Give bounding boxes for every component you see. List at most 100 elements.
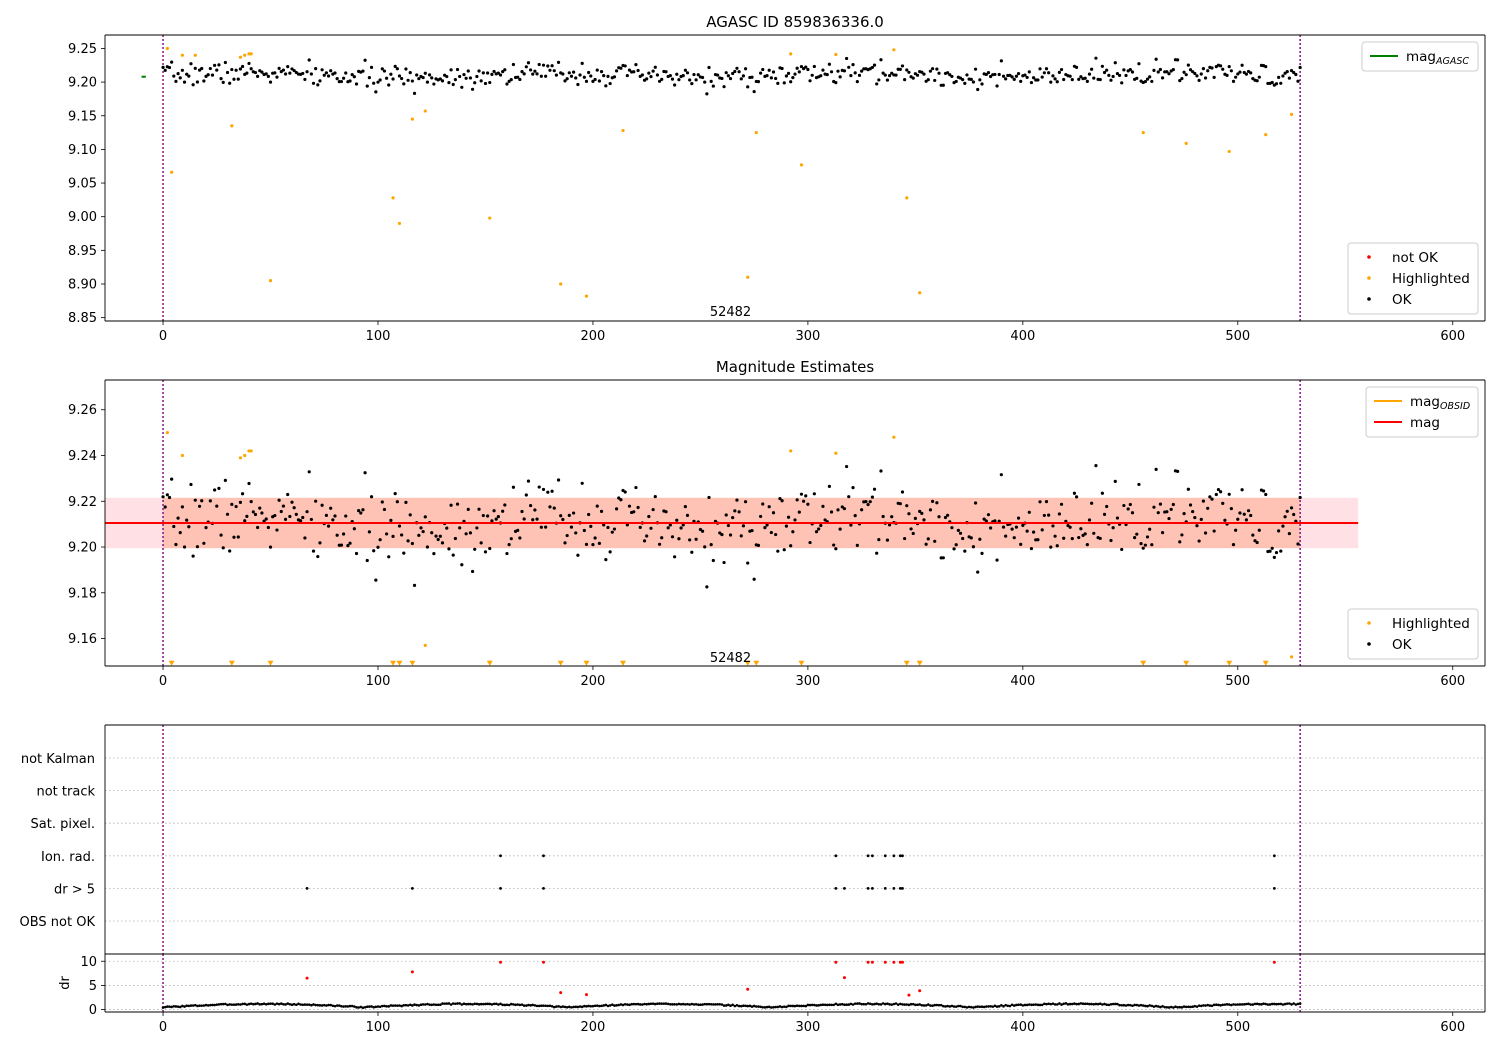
ok-point [253,70,258,75]
dr-ok-point [209,1003,212,1007]
ok-point [165,493,169,497]
ok-point [561,72,565,76]
ok-point [885,538,890,542]
dr-ok-point [290,1003,294,1006]
ok-point [1040,528,1044,532]
ok-point [1180,76,1184,81]
dr-ok-point [862,1002,866,1006]
ok-point [795,66,799,70]
dr-ok-point [1103,1002,1106,1006]
ok-point [1027,510,1031,514]
ok-point [303,536,307,540]
ok-point [645,534,649,538]
ok-point [544,74,548,78]
ok-point [679,526,683,530]
dr-ok-point [1230,1003,1233,1007]
dr-ok-point [1298,1002,1302,1005]
dr-not-ok-point [746,987,750,991]
ok-point [1053,77,1057,81]
dr-ok-point [1273,1002,1276,1006]
ok-point [903,536,907,541]
ok-point [1236,517,1240,521]
ok-point [1019,79,1023,83]
dr-ok-point [701,1003,704,1006]
dr-ok-point [1180,1006,1184,1009]
ok-point [273,71,277,75]
ok-point [812,64,816,69]
ok-point [423,71,427,75]
ok-point [1029,546,1034,551]
dr-ok-point [230,1003,234,1006]
ok-point [363,471,367,475]
ok-point [842,507,847,511]
dr-ok-point [537,1004,541,1008]
ok-point [546,490,550,494]
panel-title: Magnitude Estimates [716,358,874,376]
ok-point [801,499,806,503]
ok-point [1238,70,1242,74]
ok-point [1074,495,1079,499]
dr-ok-point [503,1003,507,1007]
dr-ok-point [393,1004,397,1007]
ok-point [881,71,885,75]
out-of-range-marker [486,660,493,666]
ok-point [554,73,559,77]
dr-ok-point [567,1005,571,1009]
dr-not-ok-point [866,960,870,964]
ok-point [1274,550,1279,555]
ok-point [617,496,621,500]
agasc-magnitude-panel: AGASC ID 859836336.0 0 100 200 300 400 500 600… [68,13,1486,344]
ok-point [870,65,874,70]
dr-ok-point [1090,1002,1093,1006]
ok-point [612,75,617,79]
ok-point [314,67,318,71]
dr-ok-point [686,1002,689,1006]
dr-ok-point [1193,1004,1197,1008]
ok-point [589,74,593,78]
dr-ok-point [712,1003,715,1006]
ok-point [752,89,756,94]
ok-point [256,74,260,78]
dr-ok-point [462,1002,466,1005]
ok-point [733,509,737,513]
ok-point [1014,525,1019,529]
ok-point [208,499,212,503]
ok-point [516,528,520,532]
legend-box [1347,242,1479,315]
ok-point [771,511,776,515]
ok-point [1169,507,1173,511]
ok-point [922,518,926,522]
dr-ok-point [1290,1003,1293,1006]
ok-point [492,69,496,74]
ok-point [728,533,733,537]
ok-point [552,506,556,510]
ok-point [245,514,249,518]
ok-point [1285,69,1289,74]
ok-point [1124,73,1128,78]
ok-point [412,91,417,95]
ok-point [928,508,933,512]
dr-ok-point [376,1005,380,1008]
flag-point [866,854,870,858]
ok-point [1102,70,1107,75]
ok-point [982,517,986,521]
ok-point [1156,70,1160,74]
ok-point [1292,70,1296,75]
dr-ok-point [834,1002,838,1006]
dr-ok-point [1146,1004,1149,1008]
ok-point [374,90,378,94]
ok-point [410,79,414,83]
ok-point [393,491,397,496]
ok-point [1236,72,1240,76]
ok-point [344,71,348,75]
ok-point [333,71,337,75]
ok-point [995,84,999,88]
ok-point [202,541,206,545]
dr-ok-point [497,1003,500,1006]
flag-point [866,887,870,890]
ok-point [221,546,225,550]
ok-point [1087,518,1092,522]
dr-ok-point [1070,1002,1074,1006]
dr-ok-point [681,1002,685,1006]
ok-point [1244,518,1249,522]
